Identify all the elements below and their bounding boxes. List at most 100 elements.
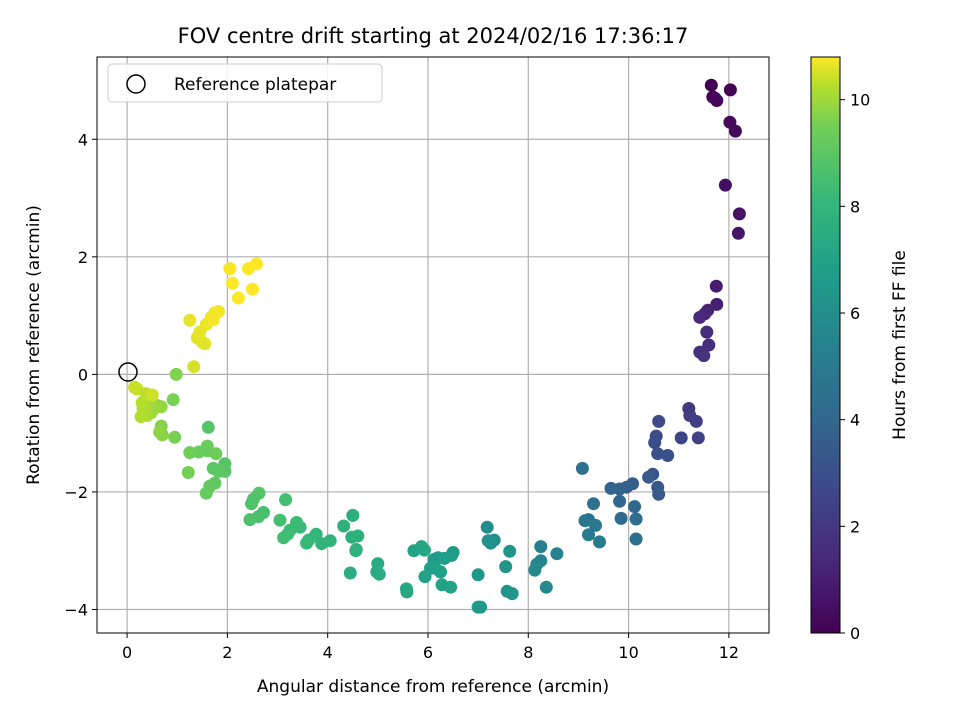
data-point: [206, 313, 220, 327]
data-point: [652, 414, 666, 428]
data-point: [273, 513, 287, 527]
data-point: [444, 580, 458, 594]
data-point: [279, 493, 293, 507]
data-point: [732, 207, 746, 221]
data-point: [691, 431, 705, 445]
data-point: [629, 512, 643, 526]
colorbar-tick-label: 10: [850, 91, 870, 110]
x-tick-label: 4: [323, 643, 333, 662]
x-tick-label: 8: [523, 643, 533, 662]
data-point: [628, 500, 642, 514]
data-point: [343, 566, 357, 580]
data-point: [499, 560, 513, 574]
data-point: [693, 310, 707, 324]
data-point: [575, 461, 589, 475]
data-point: [168, 430, 182, 444]
data-point: [648, 436, 662, 450]
data-point: [418, 543, 431, 557]
data-point: [700, 325, 714, 339]
data-point: [134, 410, 148, 424]
data-point: [434, 565, 447, 579]
x-tick-label: 2: [222, 643, 232, 662]
data-point: [145, 388, 159, 402]
data-point: [728, 124, 742, 138]
data-point: [250, 257, 263, 271]
legend-entry-reference: Reference platepar: [174, 75, 336, 95]
x-tick-label: 6: [423, 643, 433, 662]
data-point: [704, 78, 718, 92]
colorbar-label: Hours from first FF file: [890, 250, 910, 440]
data-point: [199, 486, 213, 500]
x-axis-ticks: 0 2 4 6 8 10 12: [122, 633, 739, 662]
x-tick-label: 10: [618, 643, 638, 662]
y-axis-label: Rotation from reference (arcmin): [24, 205, 44, 485]
data-point: [652, 487, 666, 501]
reference-platepar-marker: [118, 362, 138, 382]
data-point: [277, 531, 291, 545]
data-points: [128, 78, 746, 614]
data-point: [372, 567, 386, 581]
data-point: [231, 291, 245, 305]
data-point: [223, 262, 237, 276]
data-point: [689, 414, 703, 428]
data-point: [539, 580, 553, 594]
grid: [97, 57, 769, 633]
data-point: [589, 518, 602, 532]
data-point: [629, 532, 643, 546]
data-point: [153, 425, 167, 439]
colorbar-ticks: 0 2 4 6 8 10: [840, 91, 870, 643]
data-point: [697, 349, 711, 363]
data-point: [345, 530, 359, 544]
data-point: [337, 519, 351, 533]
y-tick-label: 2: [78, 248, 88, 267]
data-point: [582, 528, 595, 542]
data-point: [211, 464, 225, 478]
data-point: [169, 367, 183, 381]
data-point: [651, 447, 665, 461]
data-point: [225, 276, 239, 290]
data-point: [252, 486, 266, 500]
data-point: [484, 536, 498, 550]
legend-box: [107, 63, 383, 103]
data-point: [534, 540, 548, 554]
data-point: [209, 447, 223, 461]
data-point: [346, 508, 360, 522]
data-point: [245, 497, 258, 511]
data-point: [201, 420, 215, 434]
data-point: [550, 547, 564, 561]
data-point: [181, 466, 195, 479]
y-tick-label: −4: [64, 600, 88, 619]
colorbar-tick-label: 8: [850, 197, 860, 216]
data-point: [183, 313, 197, 327]
data-point: [614, 511, 628, 525]
data-point: [503, 544, 517, 558]
colorbar-tick-label: 0: [850, 624, 860, 643]
colorbar: [810, 56, 841, 634]
x-axis-label: Angular distance from reference (arcmin): [257, 677, 609, 697]
data-point: [438, 551, 451, 565]
data-point: [731, 226, 745, 240]
data-point: [604, 481, 618, 495]
data-point: [187, 360, 201, 374]
data-point: [528, 563, 542, 577]
data-point: [418, 570, 432, 584]
data-point: [642, 470, 656, 484]
data-point: [183, 446, 197, 460]
y-tick-label: −2: [64, 483, 88, 502]
data-point: [480, 520, 494, 534]
y-tick-label: 0: [78, 365, 88, 384]
data-point: [578, 514, 592, 528]
data-point: [349, 544, 363, 558]
data-point: [702, 338, 716, 352]
data-point: [246, 282, 259, 296]
data-point: [661, 449, 675, 462]
data-point: [166, 393, 180, 407]
data-point: [243, 513, 257, 527]
legend: Reference platepar: [107, 63, 383, 103]
plot-frame: [96, 56, 770, 634]
data-point: [593, 535, 606, 549]
data-point: [587, 497, 600, 511]
x-tick-label: 12: [719, 643, 739, 662]
data-point: [505, 587, 519, 601]
